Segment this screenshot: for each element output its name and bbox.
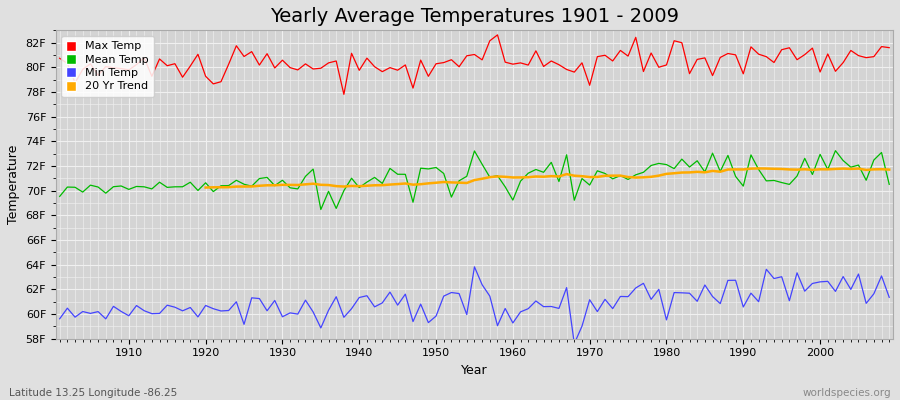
Y-axis label: Temperature: Temperature xyxy=(7,145,20,224)
Legend: Max Temp, Mean Temp, Min Temp, 20 Yr Trend: Max Temp, Mean Temp, Min Temp, 20 Yr Tre… xyxy=(61,36,154,97)
X-axis label: Year: Year xyxy=(461,364,488,377)
Text: worldspecies.org: worldspecies.org xyxy=(803,388,891,398)
Text: Latitude 13.25 Longitude -86.25: Latitude 13.25 Longitude -86.25 xyxy=(9,388,177,398)
Title: Yearly Average Temperatures 1901 - 2009: Yearly Average Temperatures 1901 - 2009 xyxy=(270,7,679,26)
